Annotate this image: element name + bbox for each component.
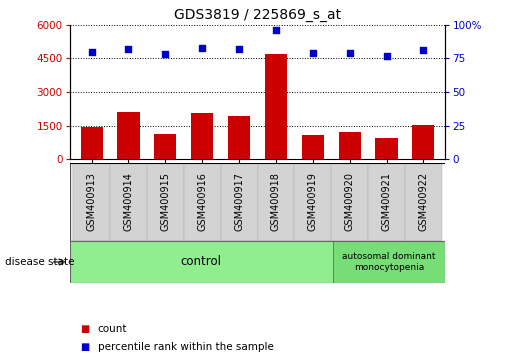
- Bar: [184, 163, 220, 241]
- Bar: [80, 127, 102, 159]
- Bar: [368, 163, 405, 241]
- Title: GDS3819 / 225869_s_at: GDS3819 / 225869_s_at: [174, 8, 341, 22]
- Point: [125, 46, 133, 52]
- Bar: [338, 132, 360, 159]
- Bar: [191, 113, 213, 159]
- Text: percentile rank within the sample: percentile rank within the sample: [98, 342, 274, 352]
- Text: GSM400922: GSM400922: [418, 172, 428, 232]
- Text: GSM400920: GSM400920: [345, 172, 355, 231]
- Point: [308, 50, 317, 56]
- Bar: [154, 133, 177, 159]
- Text: count: count: [98, 324, 127, 334]
- Text: GSM400918: GSM400918: [271, 172, 281, 231]
- Text: ■: ■: [80, 324, 89, 334]
- Text: autosomal dominant
monocytopenia: autosomal dominant monocytopenia: [342, 252, 436, 272]
- Bar: [333, 241, 445, 283]
- Bar: [375, 138, 398, 159]
- Text: GSM400921: GSM400921: [382, 172, 391, 231]
- Bar: [413, 125, 435, 159]
- Text: ■: ■: [80, 342, 89, 352]
- Bar: [405, 163, 442, 241]
- Text: disease state: disease state: [5, 257, 75, 267]
- Bar: [70, 241, 333, 283]
- Bar: [147, 163, 184, 241]
- Bar: [331, 163, 368, 241]
- Bar: [117, 112, 140, 159]
- Bar: [110, 163, 147, 241]
- Bar: [220, 163, 258, 241]
- Point: [198, 45, 207, 51]
- Point: [235, 46, 243, 52]
- Text: control: control: [181, 256, 221, 268]
- Text: GSM400915: GSM400915: [160, 172, 170, 231]
- Point: [346, 50, 354, 56]
- Point: [382, 53, 390, 58]
- Text: GSM400916: GSM400916: [197, 172, 207, 231]
- Text: GSM400913: GSM400913: [87, 172, 97, 231]
- Text: GSM400914: GSM400914: [124, 172, 133, 231]
- Bar: [302, 135, 324, 159]
- Point: [272, 27, 280, 33]
- Bar: [228, 115, 250, 159]
- Point: [161, 52, 169, 57]
- Bar: [265, 54, 287, 159]
- Point: [88, 49, 96, 55]
- Bar: [73, 163, 110, 241]
- Bar: [295, 163, 331, 241]
- Point: [419, 47, 427, 53]
- Bar: [258, 163, 295, 241]
- Text: GSM400919: GSM400919: [308, 172, 318, 231]
- Text: GSM400917: GSM400917: [234, 172, 244, 231]
